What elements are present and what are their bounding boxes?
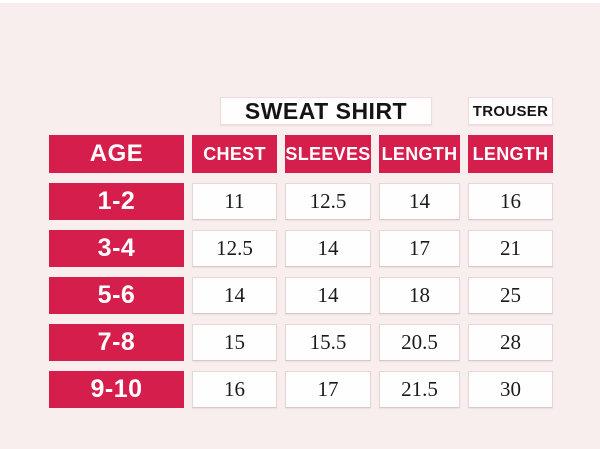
value-cell-length: 18 (379, 277, 460, 314)
top-edge-strip (0, 0, 600, 3)
age-row-label: 9-10 (49, 371, 184, 408)
value-cell-sleeves: 17 (285, 371, 371, 408)
age-row-label: 3-4 (49, 230, 184, 267)
value-cell-chest: 11 (192, 183, 277, 220)
value-cell-trouser-length: 28 (468, 324, 553, 361)
sweatshirt-group-header: SWEAT SHIRT (220, 97, 432, 125)
value-cell-chest: 15 (192, 324, 277, 361)
sweatshirt-group-label: SWEAT SHIRT (244, 97, 408, 124)
value-cell-sleeves: 12.5 (285, 183, 371, 220)
value-cell-chest: 12.5 (192, 230, 277, 267)
value-cell-chest: 14 (192, 277, 277, 314)
column-header-sleeves: SLEEVES (285, 135, 371, 173)
value-cell-sleeves: 14 (285, 230, 371, 267)
trouser-group-header: TROUSER (468, 97, 553, 125)
value-cell-trouser-length: 16 (468, 183, 553, 220)
value-cell-trouser-length: 21 (468, 230, 553, 267)
value-cell-chest: 16 (192, 371, 277, 408)
size-chart-table: SWEAT SHIRT TROUSER AGE CHEST SLEEVES LE… (49, 97, 553, 408)
value-cell-length: 14 (379, 183, 460, 220)
age-row-label: 7-8 (49, 324, 184, 361)
value-cell-trouser-length: 30 (468, 371, 553, 408)
trouser-group-label: TROUSER (472, 102, 549, 120)
column-header-trouser-length: LENGTH (468, 135, 553, 173)
value-cell-length: 20.5 (379, 324, 460, 361)
value-cell-length: 21.5 (379, 371, 460, 408)
value-cell-trouser-length: 25 (468, 277, 553, 314)
column-header-length: LENGTH (379, 135, 460, 173)
age-row-label: 1-2 (49, 183, 184, 220)
value-cell-sleeves: 14 (285, 277, 371, 314)
column-header-chest: CHEST (192, 135, 277, 173)
value-cell-length: 17 (379, 230, 460, 267)
column-header-age: AGE (49, 135, 184, 173)
empty-corner-cell (49, 97, 184, 125)
value-cell-sleeves: 15.5 (285, 324, 371, 361)
age-row-label: 5-6 (49, 277, 184, 314)
